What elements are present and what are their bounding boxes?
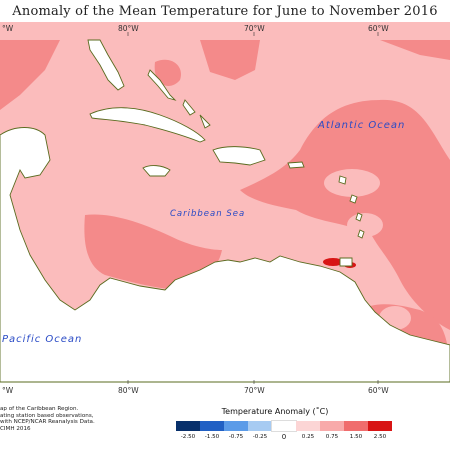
jamaica-land [142, 165, 171, 177]
legend-tick-label: -0.75 [228, 434, 244, 440]
cuba-land [89, 107, 206, 143]
top-tick-80w: 80°W [118, 24, 139, 33]
data-credit: ap of the Caribbean Region. ating station… [0, 406, 95, 432]
legend-colorbar [176, 420, 392, 432]
legend-bin [320, 421, 344, 431]
legend-tick-label: 0.25 [301, 434, 315, 440]
legend-title: Temperature Anomaly (˚C) [221, 407, 329, 416]
bottom-tick-80w: 80°W [118, 386, 139, 395]
anomaly-light-patches [324, 169, 411, 330]
central-america-land [0, 127, 450, 383]
bottom-tick-left: °W [2, 386, 14, 395]
legend-tick-label: -0.25 [252, 434, 268, 440]
top-tick-60w: 60°W [368, 24, 389, 33]
land [0, 39, 450, 383]
bottom-tick-70w: 70°W [244, 386, 265, 395]
map-title: Anomaly of the Mean Temperature for June… [12, 4, 438, 19]
bahamas-land [147, 69, 177, 101]
legend-tick-label: 2.50 [373, 434, 387, 440]
legend-tick-label: -1.50 [204, 434, 220, 440]
puerto-rico-land [287, 161, 305, 169]
bottom-tick-60w: 60°W [368, 386, 389, 395]
legend-ticks: -2.50 -1.50 -0.75 -0.25 0 0.25 0.75 1.50 2.50 [176, 433, 387, 444]
legend-bin [344, 421, 368, 431]
legend-bin [224, 421, 248, 431]
legend-bin [176, 421, 200, 431]
legend-bin [248, 421, 272, 431]
legend-tick-label: -2.50 [180, 434, 196, 440]
atlantic-ocean-label: Atlantic Ocean [317, 120, 405, 131]
legend-bin [296, 421, 320, 431]
top-tick-left: °W [2, 24, 14, 33]
legend-tick-label: 1.50 [349, 434, 363, 440]
caribbean-sea-label: Caribbean Sea [170, 209, 245, 219]
legend-tick-label: 0.75 [325, 434, 339, 440]
hispaniola-land [212, 146, 266, 166]
florida-land [87, 39, 125, 91]
legend-bin [368, 421, 392, 431]
pacific-ocean-label: Pacific Ocean [2, 334, 82, 345]
legend-bin [200, 421, 224, 431]
top-tick-70w: 70°W [244, 24, 265, 33]
legend-tick-label: 0 [281, 433, 287, 441]
graticule-ticks [127, 32, 379, 384]
legend-bin [271, 420, 297, 432]
